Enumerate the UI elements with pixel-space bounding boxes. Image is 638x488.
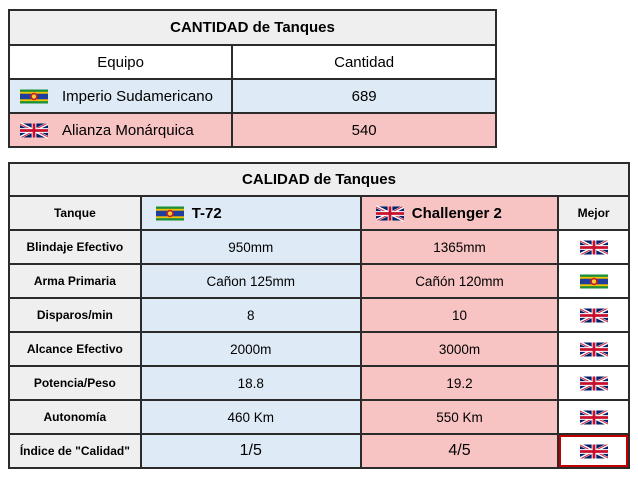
best-cell [557,365,630,401]
best-cell [557,399,630,435]
union-jack-flag-icon [580,409,608,426]
header-team: Equipo [7,44,234,80]
tank-a-value: Cañon 125mm [139,263,362,299]
amount-cell: 540 [231,112,497,148]
quality-row: Alcance Efectivo 2000m 3000m [8,331,630,367]
tank-a-value: 1/5 [139,433,362,469]
quality-row: Índice de "Calidad" 1/5 4/5 [8,433,630,469]
quality-row: Potencia/Peso 18.8 19.2 [8,365,630,401]
header-tank-b: Challenger 2 [359,195,560,231]
header-tank: Tanque [8,195,142,231]
row-label: Autonomía [8,399,142,435]
union-jack-flag-icon [580,239,608,256]
tank-b-value: Cañón 120mm [359,263,560,299]
row-label: Potencia/Peso [8,365,142,401]
tank-a-name: T-72 [191,204,222,222]
quality-title: CALIDAD de Tanques [8,162,630,197]
best-cell [557,433,630,469]
tank-b-value: 10 [359,297,560,333]
tank-a-value: 8 [139,297,362,333]
best-cell [557,331,630,367]
team-name: Alianza Monárquica [62,121,194,139]
row-label: Alcance Efectivo [8,331,142,367]
best-cell [557,263,630,299]
tank-b-value: 3000m [359,331,560,367]
row-label: Arma Primaria [8,263,142,299]
tank-a-value: 2000m [139,331,362,367]
quality-row: Disparos/min 8 10 [8,297,630,333]
union-jack-flag-icon [580,341,608,358]
quality-table: CALIDAD de Tanques Tanque T-72 Challenge… [8,162,630,469]
union-jack-flag-icon [580,443,608,460]
tank-a-value: 18.8 [139,365,362,401]
quantity-row: Alianza Monárquica 540 [7,112,497,148]
tank-a-value: 460 Km [139,399,362,435]
tank-b-value: 1365mm [359,229,560,265]
union-jack-flag-icon [580,307,608,324]
quality-row: Arma Primaria Cañon 125mm Cañón 120mm [8,263,630,299]
quality-row: Autonomía 460 Km 550 Km [8,399,630,435]
row-label: Índice de "Calidad" [8,433,142,469]
tank-b-value: 4/5 [359,433,560,469]
quantity-table: CANTIDAD de Tanques Equipo Cantidad Impe… [7,9,497,148]
tank-a-value: 950mm [139,229,362,265]
row-label: Blindaje Efectivo [8,229,142,265]
best-cell [557,297,630,333]
amount-cell: 689 [231,78,497,114]
sudamericano-flag-icon [20,88,48,105]
sudamericano-flag-icon [580,273,608,290]
header-amount: Cantidad [231,44,497,80]
tank-b-value: 550 Km [359,399,560,435]
header-best: Mejor [557,195,630,231]
team-cell: Alianza Monárquica [7,112,234,148]
tank-b-name: Challenger 2 [411,204,502,222]
sudamericano-flag-icon [156,205,184,222]
quantity-title: CANTIDAD de Tanques [8,9,497,46]
tank-b-value: 19.2 [359,365,560,401]
team-name: Imperio Sudamericano [62,87,213,105]
best-cell [557,229,630,265]
row-label: Disparos/min [8,297,142,333]
union-jack-flag-icon [376,205,404,222]
quality-row: Blindaje Efectivo 950mm 1365mm [8,229,630,265]
header-tank-a: T-72 [139,195,362,231]
team-cell: Imperio Sudamericano [7,78,234,114]
union-jack-flag-icon [20,122,48,139]
union-jack-flag-icon [580,375,608,392]
quantity-row: Imperio Sudamericano 689 [7,78,497,114]
